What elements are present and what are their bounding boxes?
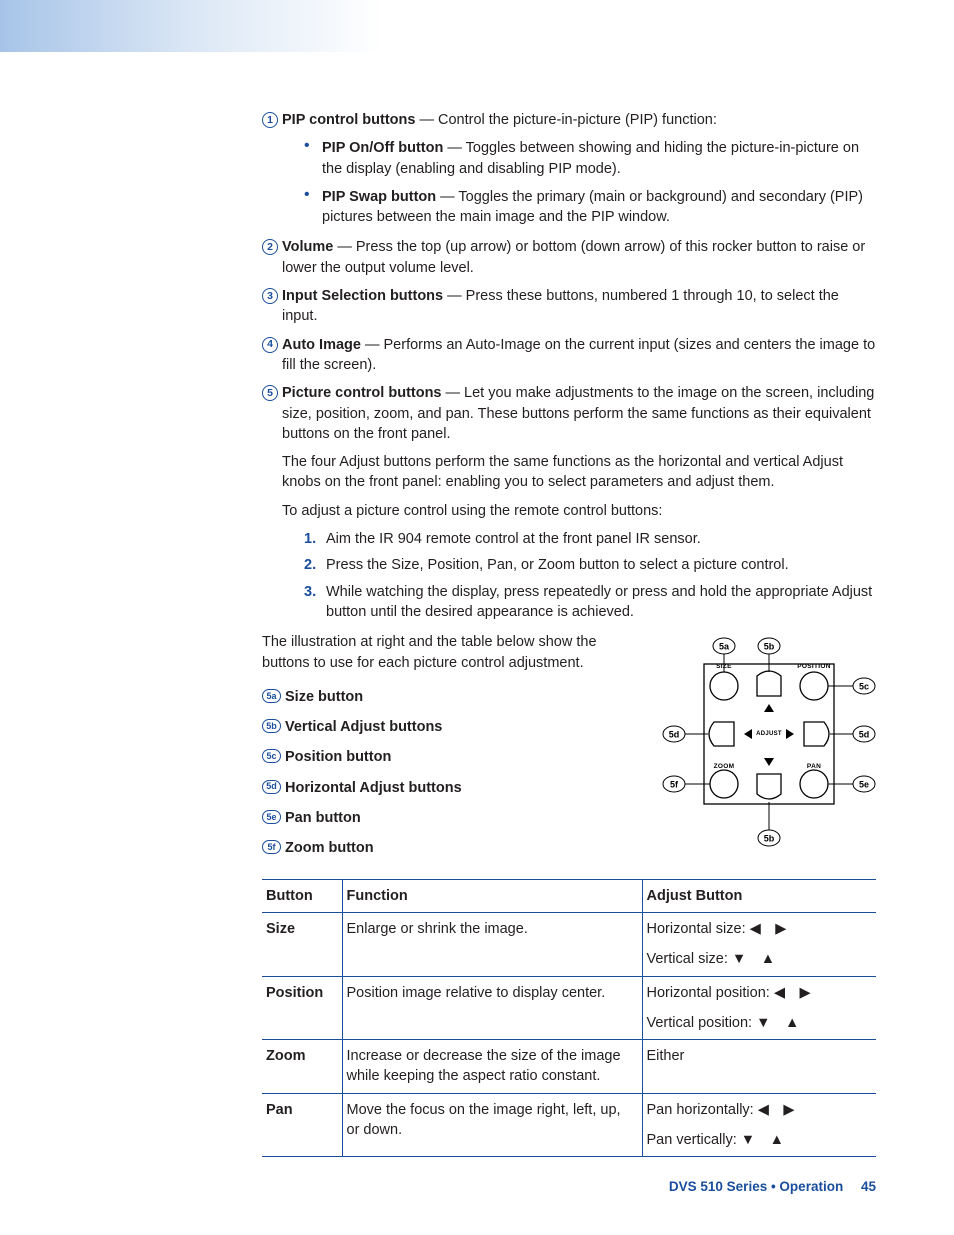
table-row: ZoomIncrease or decrease the size of the… [262, 1040, 876, 1094]
svg-text:5b: 5b [764, 642, 775, 652]
circled-5b-icon: 5b [262, 719, 281, 733]
item-4: 4 Auto Image — Performs an Auto-Image on… [262, 335, 876, 376]
item-2-title: Volume [282, 239, 333, 255]
circled-5e-icon: 5e [262, 810, 281, 824]
svg-text:5e: 5e [859, 780, 869, 790]
svg-text:5d: 5d [669, 730, 680, 740]
cell-button: Pan [262, 1093, 342, 1157]
item-5-steps: Aim the IR 904 remote control at the fro… [304, 529, 876, 622]
svg-text:5c: 5c [859, 682, 869, 692]
legend-5e-label: Pan button [285, 810, 361, 826]
bullet-pip-swap-title: PIP Swap button [322, 189, 436, 205]
cell-adjust: Horizontal position: ◀ ▶Vertical positio… [642, 976, 876, 1040]
legend-5d-label: Horizontal Adjust buttons [285, 780, 462, 796]
cell-button: Zoom [262, 1040, 342, 1094]
cell-button: Size [262, 912, 342, 976]
circled-5a-icon: 5a [262, 689, 281, 703]
step-2: Press the Size, Position, Pan, or Zoom b… [304, 555, 876, 575]
page-header-gradient [0, 0, 954, 52]
callout-5e: 5e [853, 776, 875, 792]
item-5-title: Picture control buttons [282, 385, 442, 401]
step-3: While watching the display, press repeat… [304, 582, 876, 623]
item-4-desc: — Performs an Auto-Image on the current … [282, 337, 875, 373]
item-1: 1 PIP control buttons — Control the pict… [262, 110, 876, 130]
item-5: 5 Picture control buttons — Let you make… [262, 383, 876, 444]
cell-function: Increase or decrease the size of the ima… [342, 1040, 642, 1094]
circled-1-icon: 1 [262, 112, 278, 128]
legend-5b-label: Vertical Adjust buttons [285, 719, 442, 735]
svg-text:5b: 5b [764, 834, 775, 844]
cell-adjust: Either [642, 1040, 876, 1094]
adjust-table: Button Function Adjust Button SizeEnlarg… [262, 879, 876, 1158]
item-2-desc: — Press the top (up arrow) or bottom (do… [282, 239, 865, 275]
page-content: 1 PIP control buttons — Control the pict… [0, 110, 954, 1157]
bullet-pip-onoff-title: PIP On/Off button [322, 140, 443, 156]
callout-5f: 5f [663, 776, 685, 792]
step-1: Aim the IR 904 remote control at the fro… [304, 529, 876, 549]
circled-5-icon: 5 [262, 385, 278, 401]
svg-text:5a: 5a [719, 642, 730, 652]
svg-text:5f: 5f [670, 780, 679, 790]
item-3: 3 Input Selection buttons — Press these … [262, 286, 876, 327]
table-row: SizeEnlarge or shrink the image.Horizont… [262, 912, 876, 976]
page-footer: DVS 510 Series • Operation 45 [669, 1178, 876, 1197]
circled-5f-icon: 5f [262, 840, 281, 854]
legend-list: 5aSize button 5bVertical Adjust buttons … [262, 687, 638, 859]
callout-5d-right: 5d [853, 726, 875, 742]
th-button: Button [262, 879, 342, 912]
callout-5a: 5a [713, 638, 735, 654]
circled-5d-icon: 5d [262, 780, 281, 794]
table-row: PositionPosition image relative to displ… [262, 976, 876, 1040]
item-4-title: Auto Image [282, 337, 361, 353]
th-adjust: Adjust Button [642, 879, 876, 912]
remote-diagram: ADJUST SIZE POSITION ZOOM PAN 5a 5b 5c [662, 634, 876, 868]
circled-2-icon: 2 [262, 239, 278, 255]
legend-5f-label: Zoom button [285, 840, 374, 856]
callout-5c: 5c [853, 678, 875, 694]
th-function: Function [342, 879, 642, 912]
cell-adjust: Horizontal size: ◀ ▶Vertical size: ▼ ▲ [642, 912, 876, 976]
cell-function: Move the focus on the image right, left,… [342, 1093, 642, 1157]
cell-function: Enlarge or shrink the image. [342, 912, 642, 976]
circled-3-icon: 3 [262, 288, 278, 304]
callout-5d-left: 5d [663, 726, 685, 742]
item-2: 2 Volume — Press the top (up arrow) or b… [262, 237, 876, 278]
diagram-adjust-label: ADJUST [756, 731, 782, 737]
legend-5c-label: Position button [285, 749, 391, 765]
cell-function: Position image relative to display cente… [342, 976, 642, 1040]
footer-title: DVS 510 Series • Operation [669, 1179, 843, 1194]
footer-page-number: 45 [861, 1179, 876, 1194]
callout-5b-bottom: 5b [758, 830, 780, 846]
illustration-intro: The illustration at right and the table … [262, 632, 638, 673]
table-row: PanMove the focus on the image right, le… [262, 1093, 876, 1157]
diagram-zoom-label: ZOOM [714, 763, 735, 770]
item-5-extra-2: To adjust a picture control using the re… [282, 501, 876, 521]
cell-button: Position [262, 976, 342, 1040]
item-5-extra-1: The four Adjust buttons perform the same… [282, 452, 876, 493]
item-1-desc: — Control the picture-in-picture (PIP) f… [415, 112, 716, 128]
item-1-title: PIP control buttons [282, 112, 415, 128]
circled-5c-icon: 5c [262, 749, 281, 763]
item-1-bullets: PIP On/Off button — Toggles between show… [304, 138, 876, 227]
svg-text:5d: 5d [859, 730, 870, 740]
circled-4-icon: 4 [262, 337, 278, 353]
callout-5b-top: 5b [758, 638, 780, 654]
cell-adjust: Pan horizontally: ◀ ▶Pan vertically: ▼ ▲ [642, 1093, 876, 1157]
diagram-position-label: POSITION [797, 663, 830, 670]
legend-5a-label: Size button [285, 689, 363, 705]
diagram-pan-label: PAN [807, 763, 821, 770]
item-3-title: Input Selection buttons [282, 288, 443, 304]
